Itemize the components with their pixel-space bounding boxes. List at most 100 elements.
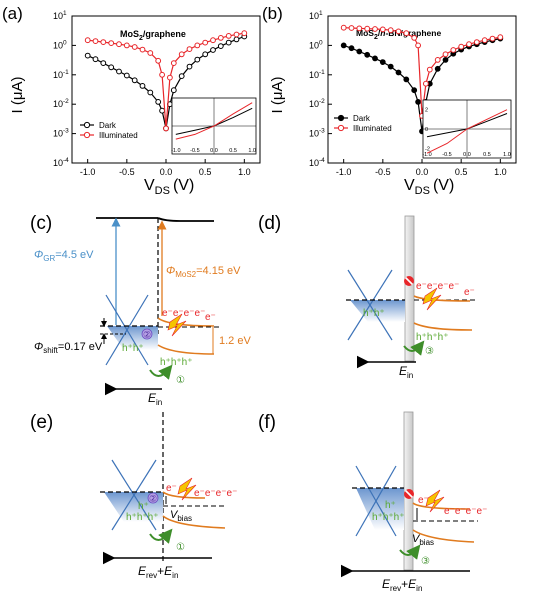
circle-2-e [147, 492, 159, 504]
holes-row-d: h⁺h⁺h⁺ [416, 332, 449, 343]
data-point-illuminated [116, 41, 122, 48]
holes-well-2-f: h⁺h⁺h⁺ [372, 512, 405, 523]
inset-x-tick-label: -0.5 [190, 148, 199, 154]
data-point-dark [131, 77, 138, 84]
chart-title-a: MoS2/graphene [120, 29, 186, 42]
lightning-icon-f [425, 489, 445, 513]
data-point-illuminated [489, 35, 496, 42]
step-label-e: ① [176, 542, 185, 553]
y-tick-label: 101 [309, 10, 323, 21]
electron-single-e: e⁻ [166, 483, 177, 494]
phi-mos2-label: ΦMoS2=4.15 eV [166, 265, 241, 279]
transfer-arrow-c [149, 364, 173, 380]
data-point-illuminated [210, 37, 216, 44]
y-tick-label: 10-2 [309, 98, 325, 109]
data-point-illuminated [100, 39, 107, 45]
gap-label-c: 1.2 eV [219, 335, 251, 347]
data-point-illuminated [225, 33, 232, 39]
data-point-dark [147, 89, 154, 96]
legend-dark-a: Dark [99, 121, 117, 130]
data-point-illuminated [403, 30, 410, 37]
y-tick-label: 10-4 [53, 157, 69, 168]
lightning-icon-d [422, 287, 442, 311]
panel-c: (c) ΦGR=4.5 eV ΦMoS2=4.15 eV Φshift=0.17… [30, 213, 251, 407]
data-point-dark [139, 83, 146, 89]
panel-label-d: (d) [258, 213, 281, 234]
y-tick-label: 10-3 [309, 128, 325, 139]
y-tick-label: 10-1 [53, 69, 69, 80]
series-a [84, 30, 248, 132]
data-point-dark [233, 36, 240, 43]
holes-well-1-e: h⁺ [138, 501, 149, 512]
data-point-illuminated [379, 26, 386, 33]
legend-illuminated-b: Illuminated [353, 124, 392, 133]
dirac-cone-line2-c [105, 294, 149, 366]
inset-y-tick-label: 2 [425, 108, 428, 114]
data-point-illuminated [131, 44, 138, 50]
data-point-illuminated [155, 57, 162, 64]
data-point-illuminated [473, 39, 480, 45]
data-point-dark [194, 56, 201, 63]
data-point-dark [434, 65, 441, 72]
panel-b: (b) MoS2/h-BN/graphene I (μA) VDS (V) -1.… [262, 4, 517, 197]
valence-band-c [157, 344, 215, 355]
data-point-dark [178, 73, 185, 79]
conduction-band-e [162, 491, 206, 499]
data-point-illuminated [423, 80, 429, 87]
panel-a: (a) MoS2/graphene I (μA) VDS (V) -1.0 -0.5… [2, 4, 261, 197]
transfer-arrow-d [403, 340, 425, 356]
data-point-dark [100, 60, 107, 66]
inset-line-illuminated [175, 102, 253, 140]
data-point-illuminated [241, 30, 248, 37]
data-point-illuminated [186, 46, 193, 52]
x-tick-label: -0.5 [375, 167, 391, 177]
x-tick-label: 1.0 [238, 167, 251, 177]
valence-band-f [412, 529, 475, 543]
x-tick-label: 0.0 [160, 167, 173, 177]
x-tick-label: 1.0 [494, 167, 507, 177]
transfer-arrow-e [149, 528, 173, 544]
data-point-dark [210, 47, 216, 53]
x-tick-label: 0.5 [199, 167, 212, 177]
y-tick-label: 100 [309, 39, 323, 50]
field-label-c: Ein [148, 391, 162, 407]
legend-marker-illum-b [337, 124, 345, 132]
electron-single-f: e⁻ [418, 495, 429, 506]
data-point-dark [155, 99, 162, 105]
data-point-illuminated [163, 125, 169, 132]
inset-x-tick-label: -1.0 [422, 152, 431, 158]
y-tick-label: 10-2 [53, 98, 69, 109]
data-point-dark [340, 42, 347, 49]
data-point-illuminated [481, 37, 488, 44]
circle-2-c [141, 328, 153, 340]
data-point-illuminated [233, 31, 240, 38]
data-point-dark [170, 87, 177, 94]
data-point-illuminated [123, 42, 130, 49]
panel-f: (f) Vbias e⁻ e⁻e⁻e⁻e⁻ h⁺ h⁺h⁺h⁺ ③ Erev+E… [258, 411, 487, 593]
data-point-illuminated [415, 42, 422, 49]
inset-x-tick-label: 1.0 [248, 148, 256, 154]
data-point-illuminated [147, 50, 154, 56]
lightning-icon-e [177, 477, 197, 501]
data-point-illuminated [450, 47, 457, 53]
field-label-d: Ein [399, 364, 413, 380]
data-point-dark [403, 76, 410, 83]
holes-row-c: h⁺h⁺h⁺ [160, 357, 193, 368]
data-point-dark [225, 39, 232, 46]
inset-x-tick-label: 0.0 [463, 152, 471, 158]
data-point-dark [348, 45, 355, 52]
panel-e: (e) Vbias ② e⁻ e⁻e⁻e⁻e⁻ h⁺ h⁺h⁺h⁺ ① Erev… [30, 412, 237, 580]
data-point-illuminated [372, 26, 378, 32]
data-point-illuminated [434, 57, 441, 63]
electron-single-d: e⁻ [464, 287, 475, 298]
valence-band-d [413, 322, 473, 331]
phi-shift-label: Φshift=0.17 eV [34, 341, 103, 355]
field-label-f: Erev+Ein [382, 577, 422, 593]
lightning-icon-c [167, 313, 187, 337]
x-tick-label: -0.5 [119, 167, 135, 177]
chart-title-b: MoS2/h-BN/graphene [356, 28, 441, 41]
data-point-illuminated [411, 35, 418, 41]
step-label-c: ① [176, 375, 185, 386]
dirac-cone-line2-d [347, 269, 393, 341]
data-point-dark [186, 63, 193, 70]
